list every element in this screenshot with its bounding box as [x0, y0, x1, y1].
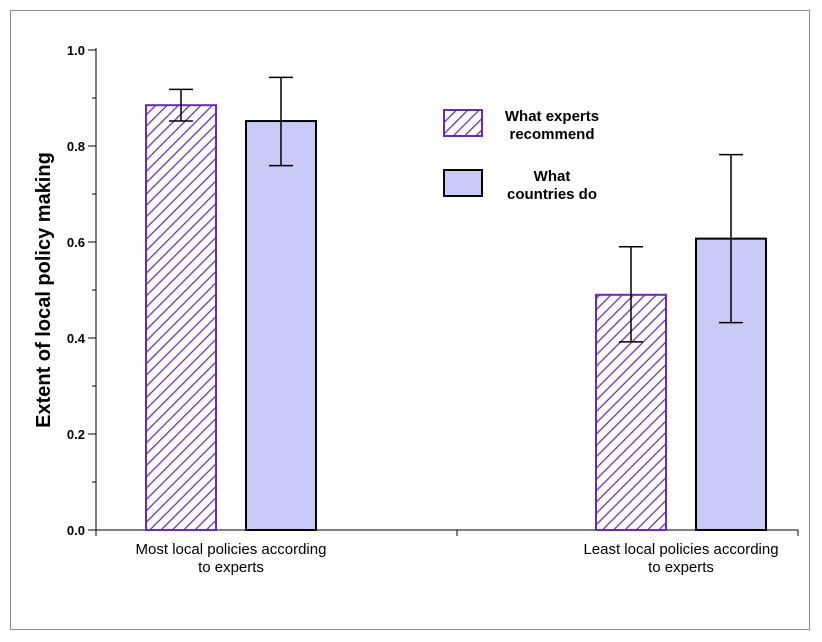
y-tick-label: 0.0 — [67, 523, 85, 538]
bar — [145, 104, 217, 531]
x-category-label: Least local policies according — [583, 541, 778, 558]
x-category-label: to experts — [648, 559, 714, 576]
bar — [245, 120, 317, 531]
legend-label: What experts — [505, 108, 599, 125]
y-tick-label: 1.0 — [67, 43, 85, 58]
chart-frame — [10, 10, 810, 630]
x-category-label: Most local policies according — [136, 541, 327, 558]
y-axis-title: Extent of local policy making — [33, 152, 55, 428]
legend-swatch — [443, 169, 483, 197]
error-bars — [169, 76, 743, 343]
y-tick-label: 0.6 — [67, 235, 85, 250]
x-category-label: to experts — [198, 559, 264, 576]
y-tick-label: 0.2 — [67, 427, 85, 442]
axis-labels: 0.0 0.2 0.4 0.6 0.8 1.0 Most local policies ac… — [33, 43, 779, 576]
legend-label: recommend — [509, 126, 594, 143]
bars — [145, 104, 767, 531]
legend-swatch — [443, 109, 483, 137]
legend-label: What — [534, 168, 571, 185]
legend-label: countries do — [507, 186, 597, 203]
y-tick-label: 0.8 — [67, 139, 85, 154]
bar — [595, 293, 667, 531]
y-tick-label: 0.4 — [67, 331, 86, 346]
